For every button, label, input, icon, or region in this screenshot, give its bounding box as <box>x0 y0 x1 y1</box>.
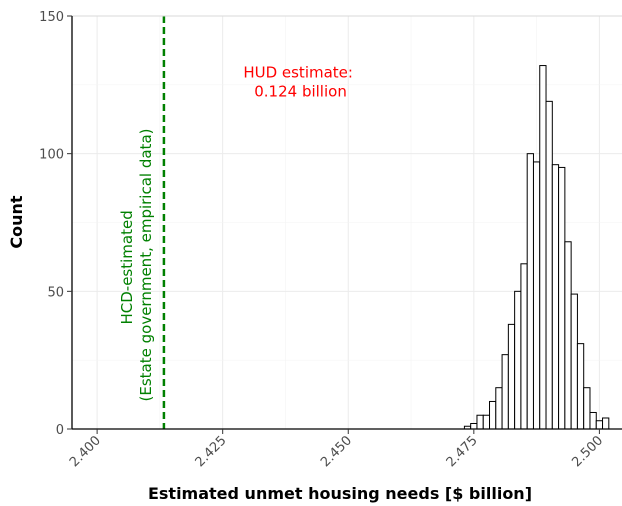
histogram-bar <box>576 343 585 430</box>
histogram-bar <box>564 241 572 430</box>
histogram-bar <box>558 166 566 430</box>
x-tick-label: 2.500 <box>569 433 606 470</box>
axes <box>71 15 622 430</box>
histogram-bar <box>482 414 491 430</box>
y-tick-label: 150 <box>39 10 64 25</box>
reference-line-label: HCD-estimated (Estate government, empiri… <box>118 129 155 402</box>
histogram-bar <box>489 400 497 430</box>
histogram-bar <box>583 387 591 430</box>
x-axis-title: Estimated unmet housing needs [$ billion… <box>148 484 532 503</box>
hud-annotation: HUD estimate: 0.124 billion <box>243 63 357 100</box>
y-axis-title: Count <box>7 195 26 249</box>
histogram-bar <box>595 420 604 430</box>
histogram-bar <box>526 153 534 430</box>
histogram-bars <box>463 65 610 430</box>
x-tick-label: 2.400 <box>67 433 104 470</box>
y-tick-label: 100 <box>39 148 64 163</box>
reference-line-label-line-2: (Estate government, empirical data) <box>137 129 155 402</box>
reference-line-label-line-1: HCD-estimated <box>118 210 136 324</box>
histogram-bar <box>507 323 516 430</box>
hud-annotation-line-1: HUD estimate: <box>243 63 353 81</box>
x-tick-label: 2.475 <box>444 433 481 470</box>
histogram-bar <box>545 100 553 430</box>
y-tick-label: 50 <box>47 285 64 300</box>
histogram-bar <box>551 164 560 430</box>
histogram-bar <box>476 414 484 430</box>
histogram-bar <box>539 65 547 430</box>
histogram-bar <box>470 422 478 430</box>
hud-annotation-line-2: 0.124 billion <box>254 82 347 100</box>
x-tick-label: 2.450 <box>318 433 355 470</box>
y-tick-label: 0 <box>56 423 64 438</box>
histogram-bar <box>495 387 503 430</box>
histogram-bar <box>589 411 597 430</box>
histogram-bar <box>501 354 509 430</box>
histogram-bar <box>520 263 528 430</box>
histogram-bar <box>532 161 541 430</box>
x-tick-label: 2.425 <box>193 433 230 470</box>
histogram-bar <box>514 290 522 430</box>
histogram-bar <box>570 293 578 430</box>
histogram-bar <box>602 417 610 430</box>
